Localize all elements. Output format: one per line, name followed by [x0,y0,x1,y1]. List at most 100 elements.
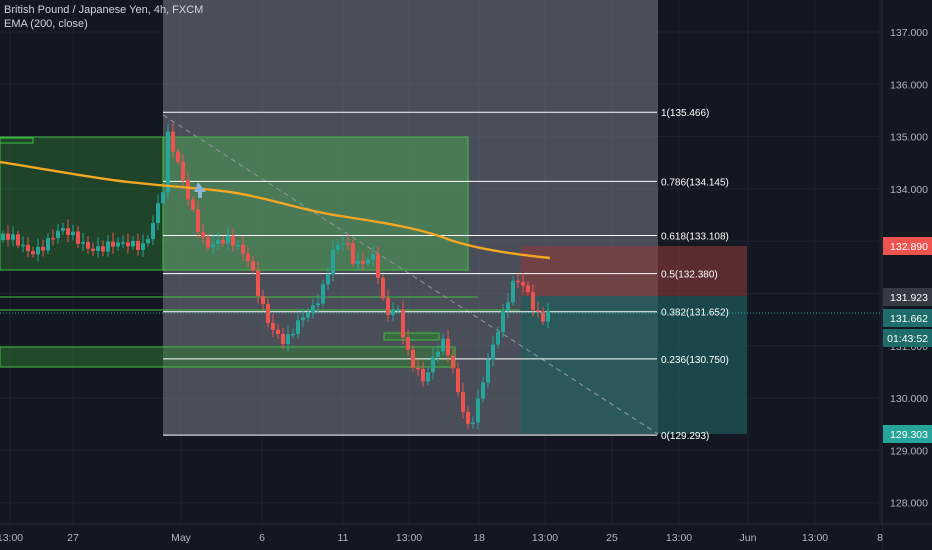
candle-body [506,302,510,311]
candle-body [246,253,250,262]
candle-body [421,368,425,382]
candle-body [91,248,95,251]
price-axis-badges: 132.890 131.923 131.662 01:43:52 129.303 [883,237,932,443]
time-tick-label: May [171,532,192,544]
stop-price-badge: 132.890 [883,237,932,255]
time-tick-label: 8 [877,532,883,544]
price-tick-label: 135.000 [890,132,928,144]
chart-legend: British Pound / Japanese Yen, 4h, FXCM E… [4,3,203,31]
demand-zone-marker [0,137,34,144]
candle-body [321,284,325,304]
candle-body [516,280,520,283]
candle-body [201,231,205,238]
candle-body [476,398,480,423]
time-tick-label: 11 [338,532,349,544]
candle-body [296,320,300,334]
countdown-badge: 01:43:52 [883,329,932,347]
time-tick-label: 6 [259,532,265,544]
take-profit-zone [521,296,747,434]
candle-body [436,351,440,357]
time-axis[interactable] [0,524,882,550]
demand-zone-main [162,136,469,271]
candle-body [326,274,330,285]
candle-body [86,242,90,249]
svg-text:129.303: 129.303 [890,429,928,441]
candle-body [96,246,100,251]
candle-body [331,249,335,275]
candle-body [346,243,350,245]
price-tick-label: 137.000 [890,27,928,39]
time-tick-label: 13:00 [0,532,23,544]
candle-body [501,310,505,332]
candle-body [156,203,160,224]
candle-body [186,180,190,200]
candle-body [401,309,405,338]
candle-body [356,260,360,264]
candle-body [341,243,345,245]
candle-body [491,344,495,360]
candle-body [361,260,365,264]
candle-body [166,131,170,193]
candle-body [21,244,25,247]
fibonacci-retracement[interactable]: 1(135.466) 0.786(134.145) 0.618(133.108) 0.… [163,108,729,442]
candle-body [426,372,430,382]
candle-body [351,243,355,264]
candle-body [226,235,230,244]
price-tick-label: 128.000 [890,498,928,510]
candle-body [271,322,275,330]
time-tick-label: 18 [473,532,485,544]
price-tick-label: 136.000 [890,79,928,91]
candle-body [306,312,310,318]
candle-body [146,238,150,244]
candle-body [526,285,530,293]
candle-body [531,292,535,311]
candle-body [221,239,225,244]
ema-200-line [0,160,551,260]
candle-body [41,246,45,251]
candle-body [1,233,5,240]
candle-body [181,161,185,181]
candle-body [71,231,75,236]
time-tick-label: 27 [67,532,79,544]
candle-body [256,270,260,296]
candle-body [311,305,315,313]
price-axis[interactable] [882,0,932,550]
candle-body [81,242,85,244]
candle-body [496,331,500,345]
time-tick-label: 13:00 [802,532,828,544]
last-price-badge: 131.662 [883,309,932,327]
candle-body [316,303,320,306]
candle-body [381,277,385,299]
support-zone-small [383,332,440,341]
candle-body [406,337,410,350]
svg-text:131.662: 131.662 [890,313,928,325]
price-axis-ticks: 137.000136.000135.000134.000133.000132.0… [890,27,928,510]
candle-body [206,237,210,248]
candle-body [236,244,240,247]
fib-level-label: 0(129.293) [661,431,709,442]
candle-body [231,235,235,246]
fib-level-label: 0.382(131.652) [661,308,729,319]
candle-body [431,356,435,373]
price-tick-label: 134.000 [890,184,928,196]
support-zone-lower [0,346,456,368]
time-tick-label: Jun [740,532,757,544]
candle-body [466,411,470,424]
fib-level-label: 1(135.466) [661,108,709,119]
candle-body [121,242,125,244]
candle-body [416,367,420,370]
candle-body [441,338,445,352]
candle-body [371,254,375,260]
candle-body [106,241,110,252]
svg-text:131.923: 131.923 [890,292,928,304]
time-tick-label: 13:00 [532,532,558,544]
candle-body [116,242,120,247]
candle-body [511,280,515,303]
candle-body [241,244,245,254]
symbol-title[interactable]: British Pound / Japanese Yen, 4h, FXCM [4,4,204,16]
candle-body [451,355,455,369]
indicator-label[interactable]: EMA (200, close) [4,18,88,30]
candle-body [176,151,180,162]
time-tick-label: 25 [606,532,618,544]
